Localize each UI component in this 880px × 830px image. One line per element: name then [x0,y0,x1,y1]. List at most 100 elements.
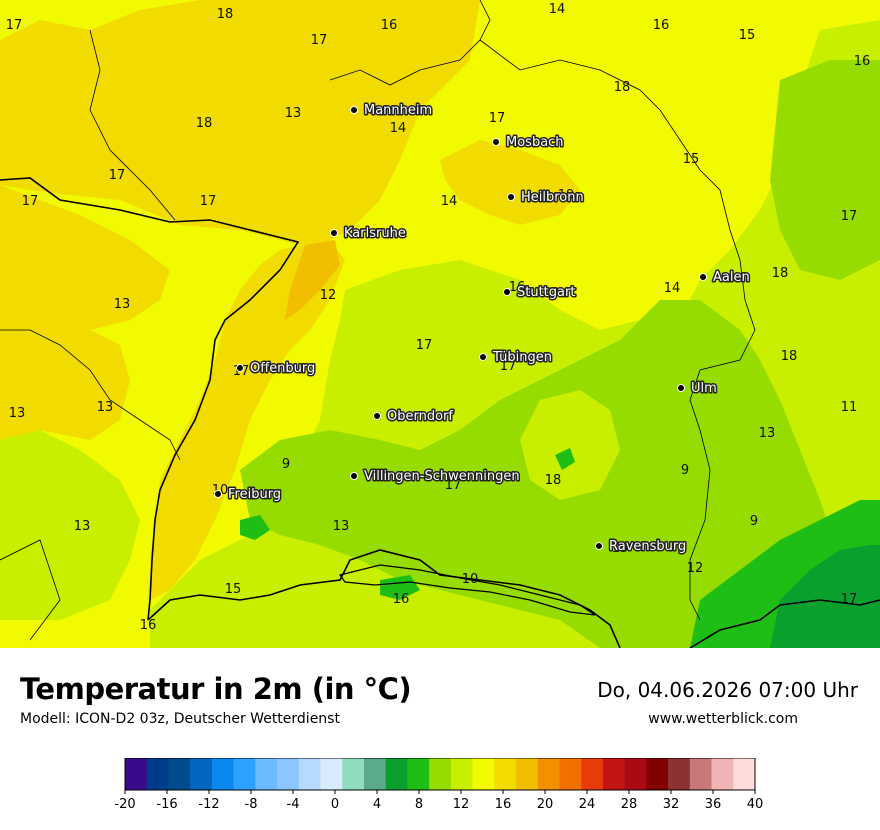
legend-swatch [363,758,386,790]
legend-tick-label: -16 [156,797,177,812]
temperature-label: 13 [97,400,114,415]
legend-swatch [494,758,517,790]
city-marker: Freiburg [214,486,283,504]
border-palatinate [89,29,176,221]
temperature-label: 14 [441,194,458,209]
city-dot [503,288,511,296]
city-marker: Offenburg [236,360,317,378]
legend-tick-label: 36 [705,797,722,812]
city-dot [236,364,244,372]
temperature-label: 9 [681,463,689,478]
zone-warm-rhine [150,240,345,600]
city-markers: Mannheim Mosbach Heilbronn Karlsruhe Stuttga… [214,102,751,556]
temperature-label: 18 [781,349,798,364]
legend-swatch [407,758,430,790]
temperature-label: 17 [416,338,433,353]
temperature-label: 18 [217,7,234,22]
legend-swatch [472,758,495,790]
legend-tick-label: -12 [198,797,219,812]
legend-tick-label: -20 [114,797,135,812]
city-name: Villingen-Schwenningen [364,469,520,484]
city-marker: Aalen [699,269,751,287]
legend-swatch [537,758,560,790]
legend-tick-label: 4 [373,797,381,812]
legend-swatch [190,758,213,790]
temperature-label: 17 [841,209,858,224]
temperature-label: 18 [614,80,631,95]
temperature-label: 9 [282,457,290,472]
city-dot [330,229,338,237]
city-marker: Ravensburg [595,538,688,556]
city-dot [492,138,500,146]
city-name: Stuttgart [517,285,575,300]
legend-swatch [342,758,365,790]
zone-cool-center-light [520,390,620,500]
temperature-label: 18 [772,266,789,281]
legend-frame [124,758,756,791]
legend-swatch [429,758,452,790]
city-name: Ravensburg [609,539,686,554]
temperature-map: 17 18 16 14 16 17 15 16 18 13 17 18 14 15 17 17 17 14 19 17… [0,0,880,648]
temperature-label: 12 [687,561,704,576]
legend-swatch [689,758,712,790]
temperature-label: 13 [285,106,302,121]
legend-swatch [385,758,408,790]
legend-swatch [298,758,321,790]
website-link[interactable]: www.wetterblick.com [648,711,798,727]
legend-swatch [168,758,191,790]
zone-cold-patch-2 [380,575,420,600]
border-state-east [479,39,756,621]
zone-warm-karlsruhe [285,240,340,320]
temperature-label: 15 [739,28,756,43]
city-marker: Tübingen [479,349,554,367]
legend-tick-label: 12 [453,797,470,812]
temperature-label: 16 [509,280,526,295]
city-marker: Mosbach [492,134,565,152]
border-state-north [329,0,491,86]
city-name: Oberndorf [387,409,453,424]
legend-swatch [450,758,473,790]
lake-constance [338,564,596,616]
legend-swatch [646,758,669,790]
temperature-label: 13 [9,406,26,421]
map-title: Temperatur in 2m (in °C) [20,672,412,706]
legend-swatch [711,758,734,790]
city-name: Freiburg [228,487,281,502]
temperature-label: 16 [653,18,670,33]
legend-swatches [124,758,756,791]
temperature-label: 12 [320,288,337,303]
temperature-label: 15 [683,152,700,167]
city-marker: Mannheim [350,102,434,120]
border-austria [689,599,880,648]
border-rhine-france [0,177,300,621]
border-switzerland [147,549,621,648]
footer: Temperatur in 2m (in °C) Modell: ICON-D2… [0,648,880,830]
city-marker: Stuttgart [503,284,577,302]
legend-tick-label: 8 [415,797,423,812]
temperature-label: 18 [545,473,562,488]
city-marker: Ulm [677,380,718,398]
city-dot [373,412,381,420]
temperature-label: 16 [381,18,398,33]
legend-tick-label: 24 [579,797,596,812]
border-state-west2 [0,539,61,641]
temperature-label: 14 [390,121,407,136]
city-name: Ulm [691,381,717,396]
color-legend: -20 -16 -12 -8 -4 0 4 8 12 16 20 24 28 32 36 40 [114,758,763,812]
legend-tick-label: 28 [621,797,638,812]
border-state-west [0,329,181,461]
temperature-label: 16 [140,618,157,633]
zone-cold-alpine-dark [770,545,880,648]
legend-swatch [277,758,300,790]
legend-swatch [125,758,148,790]
legend-tick-label: 0 [331,797,339,812]
temperature-label: 14 [549,2,566,17]
temperature-label: 17 [841,592,858,607]
zone-warm-heilbronn [440,140,580,225]
city-name: Mosbach [506,135,564,150]
city-dot [595,542,603,550]
legend-swatch [668,758,691,790]
legend-swatch [255,758,278,790]
city-dot [214,490,222,498]
zone-cold-patch-3 [555,448,575,470]
